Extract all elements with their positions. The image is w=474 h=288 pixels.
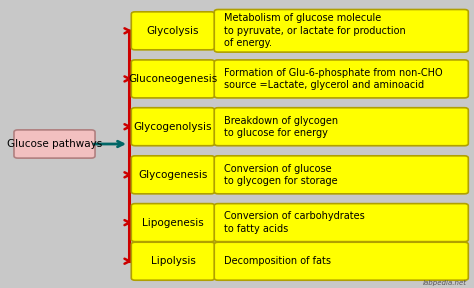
Text: Lipolysis: Lipolysis [151, 256, 195, 266]
Text: Conversion of carbohydrates
to fatty acids: Conversion of carbohydrates to fatty aci… [224, 211, 365, 234]
FancyBboxPatch shape [214, 204, 468, 242]
Text: Lipogenesis: Lipogenesis [142, 218, 204, 228]
FancyBboxPatch shape [131, 108, 215, 146]
Text: Gluconeogenesis: Gluconeogenesis [128, 74, 218, 84]
FancyBboxPatch shape [131, 242, 215, 280]
Text: Decomposition of fats: Decomposition of fats [224, 256, 331, 266]
Text: Glycolysis: Glycolysis [147, 26, 199, 36]
Text: Glucose pathways: Glucose pathways [7, 139, 102, 149]
Text: Glycogenesis: Glycogenesis [138, 170, 208, 180]
FancyBboxPatch shape [214, 60, 468, 98]
FancyBboxPatch shape [214, 108, 468, 146]
Text: Breakdown of glycogen
to glucose for energy: Breakdown of glycogen to glucose for ene… [224, 115, 338, 138]
Text: Formation of Glu-6-phosphate from non-CHO
source =Lactate, glycerol and aminoaci: Formation of Glu-6-phosphate from non-CH… [224, 68, 442, 90]
Text: labpedia.net: labpedia.net [423, 280, 467, 286]
FancyBboxPatch shape [131, 156, 215, 194]
Text: Metabolism of glucose molecule
to pyruvate, or lactate for production
of energy.: Metabolism of glucose molecule to pyruva… [224, 14, 405, 48]
Text: Conversion of glucose
to glycogen for storage: Conversion of glucose to glycogen for st… [224, 164, 337, 186]
FancyBboxPatch shape [14, 130, 95, 158]
FancyBboxPatch shape [131, 60, 215, 98]
FancyBboxPatch shape [214, 10, 468, 52]
FancyBboxPatch shape [131, 204, 215, 242]
FancyBboxPatch shape [131, 12, 215, 50]
FancyBboxPatch shape [214, 156, 468, 194]
FancyBboxPatch shape [214, 242, 468, 280]
Text: Glycogenolysis: Glycogenolysis [134, 122, 212, 132]
